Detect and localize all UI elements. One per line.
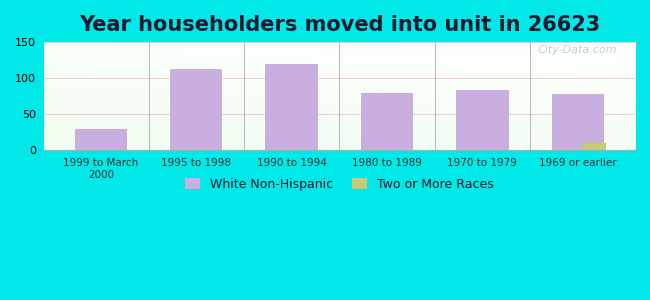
Bar: [582, 143, 606, 150]
Legend: White Non-Hispanic, Two or More Races: White Non-Hispanic, Two or More Races: [180, 173, 499, 196]
Bar: [456, 91, 508, 150]
Text: City-Data.com: City-Data.com: [538, 45, 618, 56]
Bar: [265, 64, 318, 150]
Bar: [552, 94, 604, 150]
Bar: [361, 93, 413, 150]
Title: Year householders moved into unit in 26623: Year householders moved into unit in 266…: [79, 15, 600, 35]
Bar: [170, 69, 222, 150]
Bar: [75, 129, 127, 150]
